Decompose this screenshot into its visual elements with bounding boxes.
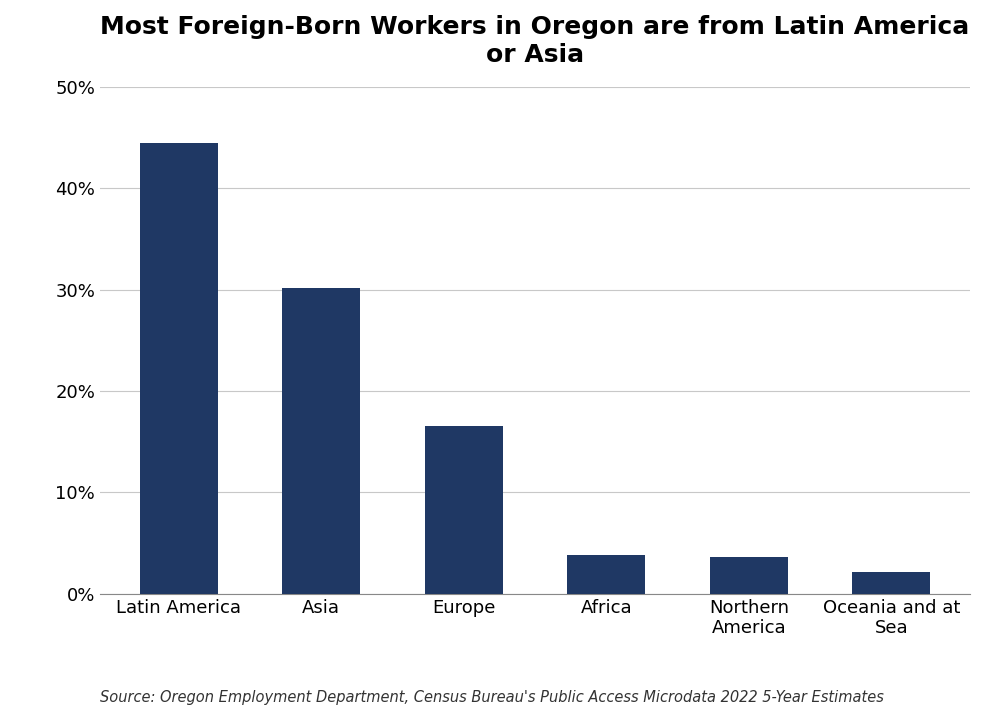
Text: Source: Oregon Employment Department, Census Bureau's Public Access Microdata 20: Source: Oregon Employment Department, Ce…	[100, 690, 884, 705]
Bar	[567, 555, 645, 594]
Bar	[140, 143, 218, 594]
Bar	[710, 557, 788, 594]
Bar	[852, 573, 930, 594]
Title: Most Foreign-Born Workers in Oregon are from Latin America
or Asia: Most Foreign-Born Workers in Oregon are …	[100, 15, 970, 67]
Bar	[425, 426, 503, 594]
Bar	[282, 287, 360, 594]
